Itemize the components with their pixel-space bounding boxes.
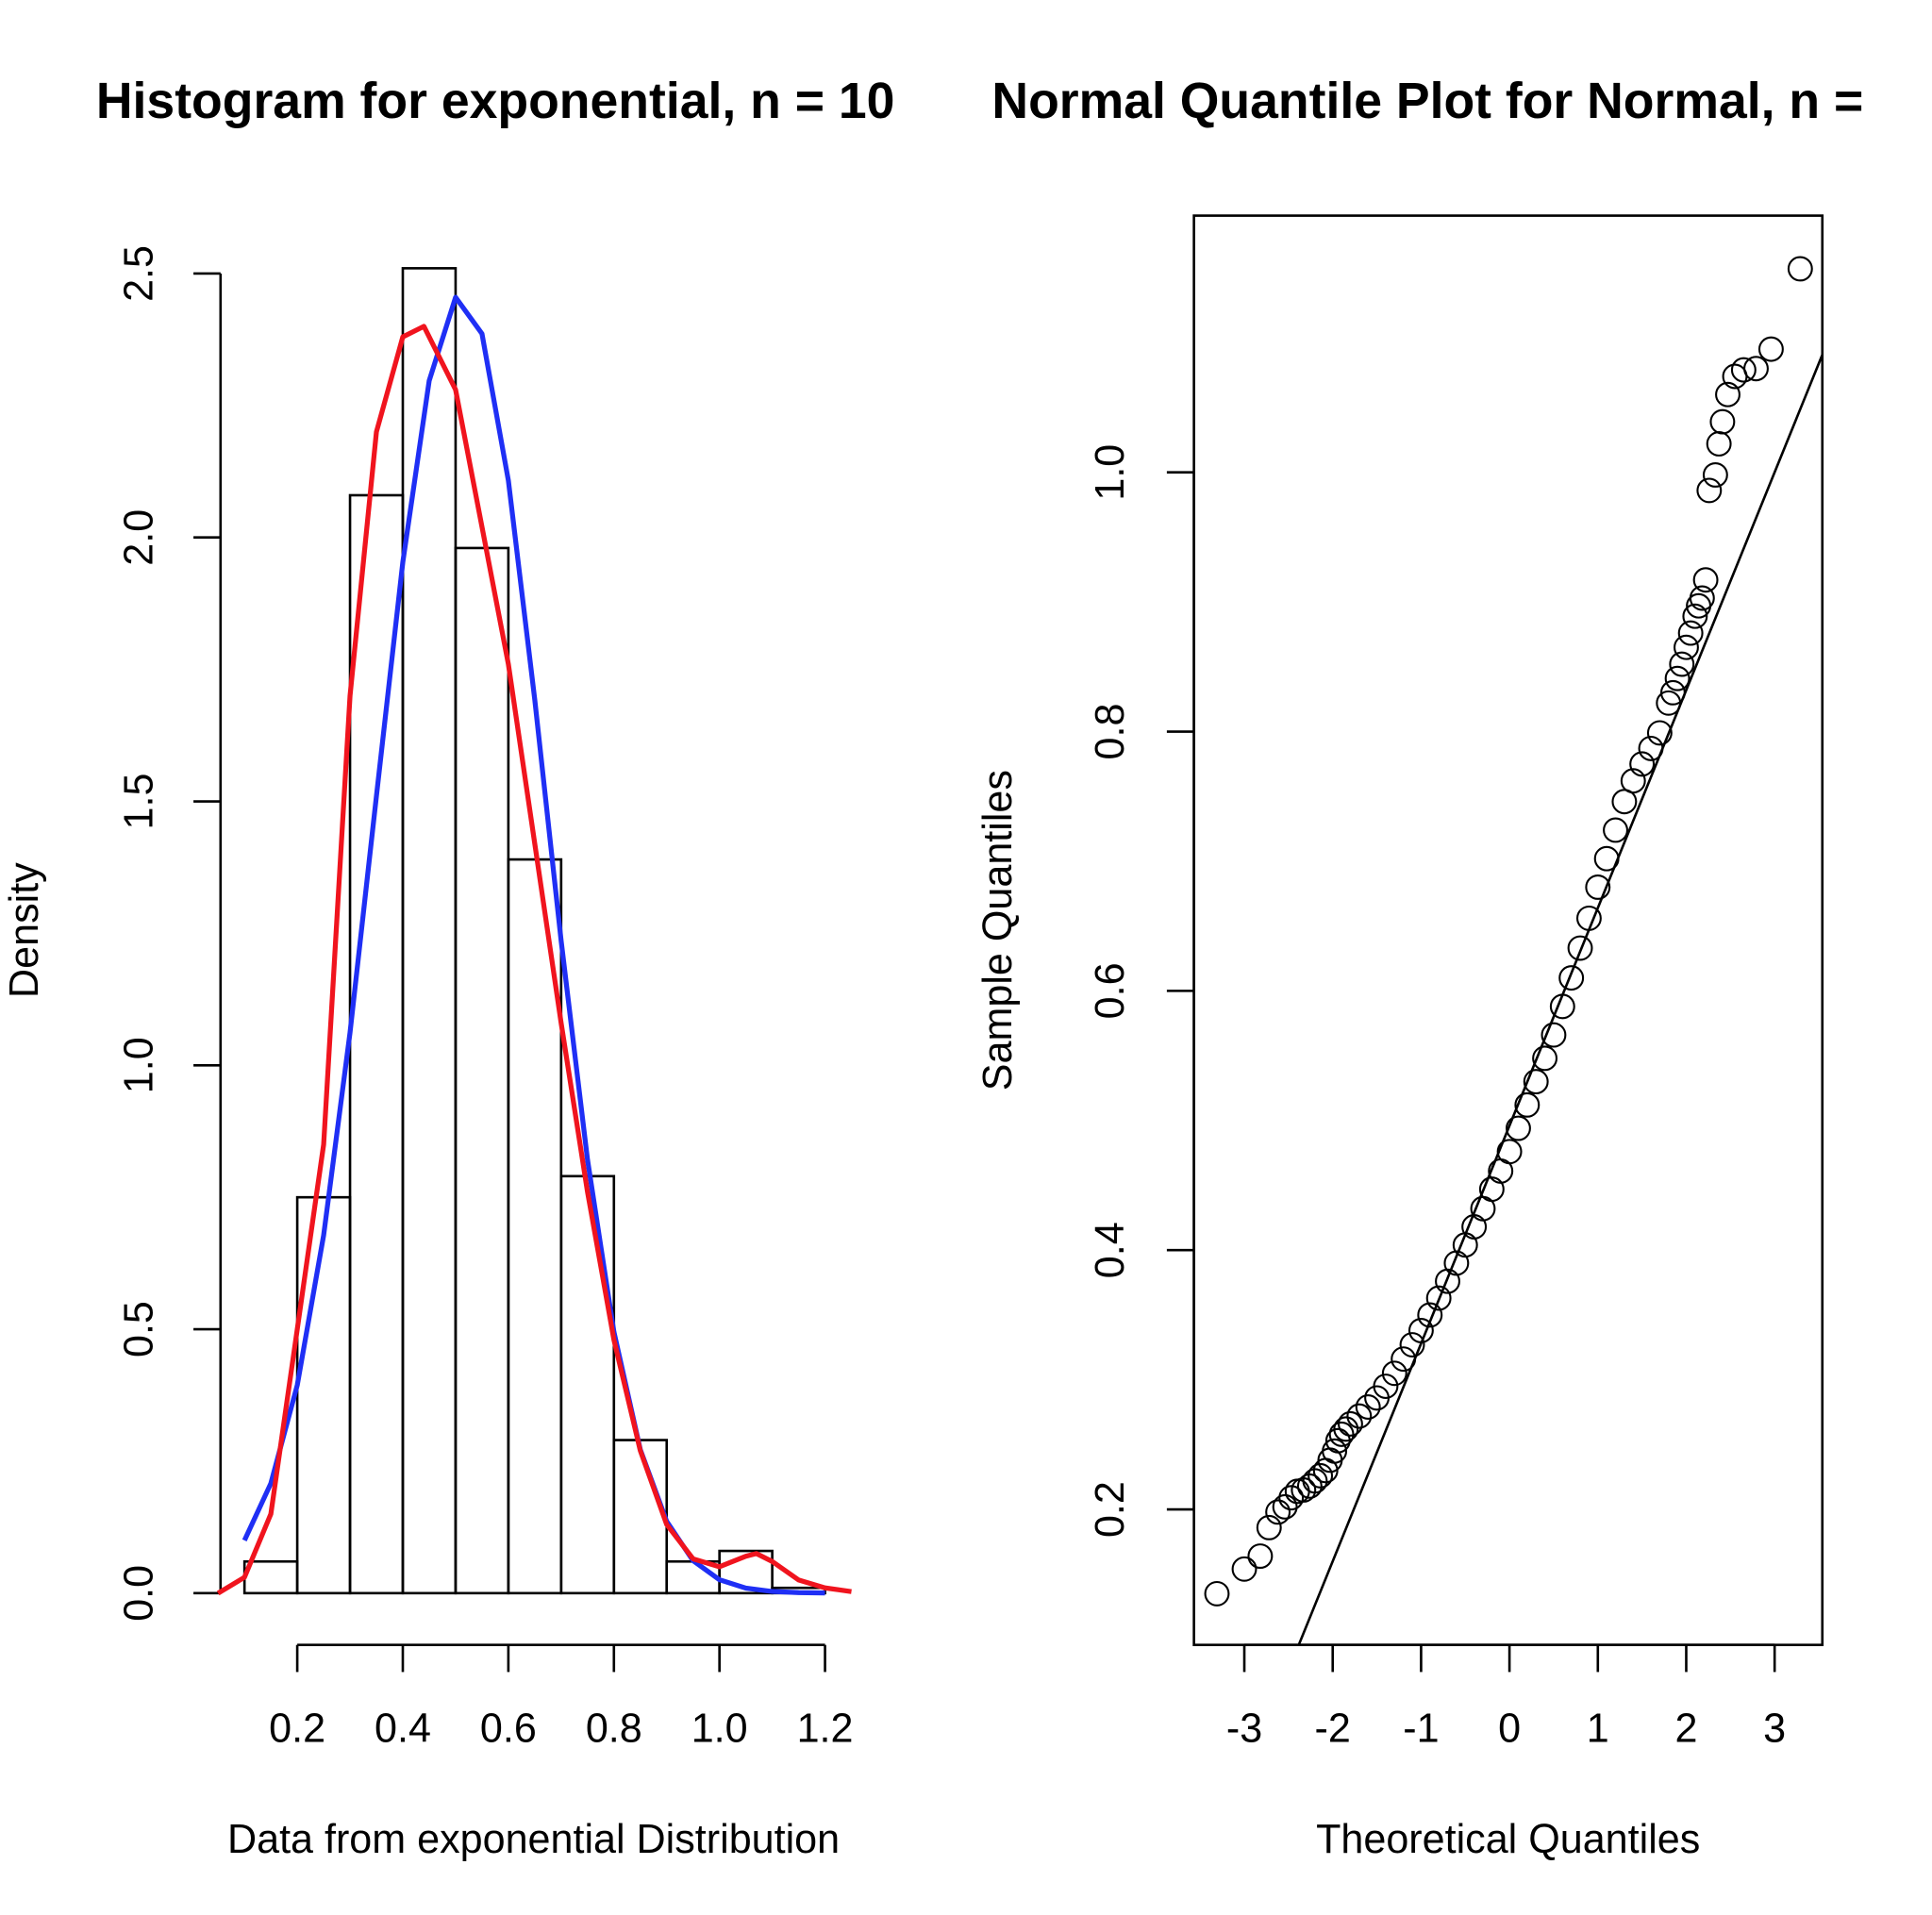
- qq-point: [1743, 356, 1769, 382]
- qq-point: [1496, 1139, 1523, 1165]
- y-tick-label: 0.0: [117, 1565, 162, 1622]
- qq-point: [1549, 993, 1575, 1020]
- qq-point: [1523, 1069, 1549, 1095]
- qq-point: [1355, 1394, 1381, 1420]
- qq-point: [1677, 620, 1704, 646]
- qq-point: [1669, 651, 1695, 677]
- reference-line: [1297, 354, 1823, 1645]
- x-tick-label: -2: [1315, 1707, 1351, 1752]
- chart-title: Normal Quantile Plot for Normal, n =: [991, 74, 1863, 129]
- x-tick-label: 0: [1498, 1707, 1521, 1752]
- qq-point: [1307, 1462, 1334, 1489]
- qq-point: [1646, 720, 1673, 746]
- qq-point: [1709, 408, 1736, 435]
- qq-point: [1417, 1302, 1443, 1328]
- qq-point: [1567, 935, 1593, 961]
- qq-point: [1603, 817, 1628, 843]
- x-tick-label: 3: [1763, 1707, 1786, 1752]
- qq-point: [1256, 1514, 1282, 1540]
- qq-point: [1204, 1580, 1230, 1607]
- x-tick-label: -1: [1403, 1707, 1439, 1752]
- qq-point: [1787, 256, 1813, 282]
- x-tick-label: 1.2: [797, 1707, 854, 1752]
- y-tick-label: 2.5: [117, 245, 162, 302]
- x-tick-label: 1.0: [691, 1707, 748, 1752]
- qq-point: [1674, 634, 1699, 660]
- qq-point: [1682, 603, 1708, 629]
- qq-point: [1575, 905, 1602, 931]
- x-tick-label: 0.2: [269, 1707, 325, 1752]
- qq-point: [1278, 1485, 1305, 1511]
- qq-point: [1659, 679, 1686, 706]
- histogram-bar: [718, 1549, 774, 1595]
- x-axis-label: Data from exponential Distribution: [227, 1817, 840, 1862]
- qq-point: [1296, 1473, 1323, 1499]
- chart-title: Histogram for exponential, n = 10: [96, 74, 895, 129]
- qq-point: [1532, 1045, 1558, 1072]
- y-tick-label: 1.0: [117, 1037, 162, 1093]
- y-tick-label: 0.2: [1088, 1481, 1133, 1538]
- qq-point: [1333, 1416, 1359, 1442]
- y-axis-label: Sample Quantiles: [975, 770, 1021, 1091]
- qq-point: [1730, 357, 1757, 383]
- qq-point: [1399, 1332, 1425, 1358]
- qq-point: [1381, 1360, 1407, 1387]
- x-tick-label: 2: [1674, 1707, 1697, 1752]
- y-tick-label: 2.0: [117, 509, 162, 566]
- qq-point: [1558, 965, 1585, 991]
- qq-point: [1692, 567, 1719, 593]
- qq-point: [1272, 1493, 1298, 1520]
- x-axis-label: Theoretical Quantiles: [1316, 1817, 1700, 1862]
- qq-point: [1265, 1499, 1291, 1525]
- qq-point: [1689, 585, 1715, 611]
- density-curve: [242, 294, 825, 1596]
- qq-point: [1696, 477, 1723, 504]
- qq-point: [1302, 1468, 1328, 1494]
- y-tick-label: 0.8: [1088, 704, 1133, 760]
- qq-point: [1541, 1022, 1567, 1048]
- qq-point: [1757, 336, 1784, 362]
- qq-point: [1407, 1317, 1434, 1343]
- qq-point: [1425, 1285, 1452, 1311]
- y-axis-label: Density: [2, 862, 47, 998]
- qq-point: [1322, 1438, 1348, 1464]
- y-tick-label: 0.5: [117, 1301, 162, 1357]
- qq-point: [1715, 381, 1740, 408]
- qq-point: [1585, 874, 1611, 900]
- qq-point: [1514, 1091, 1541, 1118]
- qq-point: [1629, 751, 1656, 777]
- x-tick-label: 0.6: [480, 1707, 537, 1752]
- x-tick-label: 1: [1587, 1707, 1609, 1752]
- qq-point: [1664, 665, 1690, 691]
- qq-point: [1638, 735, 1664, 761]
- y-tick-label: 1.5: [117, 774, 162, 830]
- x-tick-label: -3: [1226, 1707, 1262, 1752]
- qq-point: [1346, 1403, 1373, 1429]
- x-tick-label: 0.4: [375, 1707, 431, 1752]
- qq-point: [1593, 845, 1620, 872]
- qq-point: [1506, 1115, 1531, 1141]
- density-curve: [216, 324, 852, 1596]
- qq-point: [1620, 768, 1646, 794]
- qq-point: [1702, 461, 1728, 488]
- y-tick-label: 0.4: [1088, 1222, 1133, 1278]
- qq-point: [1231, 1556, 1257, 1582]
- y-tick-label: 0.6: [1088, 962, 1133, 1019]
- x-tick-label: 0.8: [586, 1707, 642, 1752]
- y-tick-label: 1.0: [1088, 444, 1133, 501]
- qq-point: [1247, 1543, 1274, 1570]
- qq-point: [1391, 1346, 1417, 1373]
- qq-point: [1373, 1374, 1399, 1399]
- qq-point: [1338, 1410, 1363, 1437]
